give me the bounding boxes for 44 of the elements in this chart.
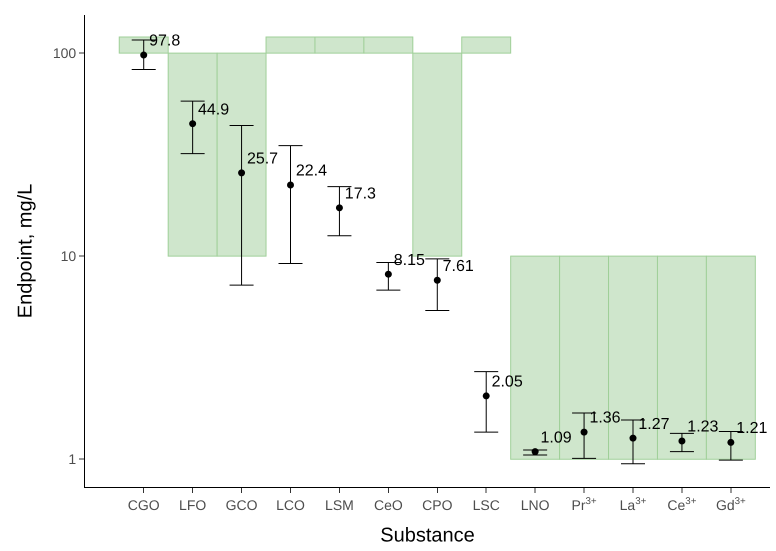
x-tick-label: LSM — [325, 496, 354, 513]
point — [140, 52, 148, 59]
y-tick-label: 1 — [68, 451, 76, 468]
x-tick-label: LSC — [472, 496, 500, 513]
x-tick-label: CeO — [374, 496, 403, 513]
data-label: 8.15 — [394, 252, 425, 269]
data-label: 1.23 — [687, 418, 719, 436]
x-tick-label: Ce$^{3+}$ — [667, 496, 697, 513]
x-tick-label: GCO — [226, 496, 258, 513]
x-tick-label: CGO — [128, 496, 160, 513]
point — [384, 270, 392, 278]
x-tick-label: LCO — [276, 496, 305, 513]
data-label: 7.61 — [442, 258, 474, 275]
y-axis-title: Endpoint, mg/L — [14, 184, 36, 318]
point — [189, 120, 196, 128]
data-label: 2.05 — [492, 374, 523, 391]
data-label: 25.7 — [246, 150, 278, 168]
data-label: 22.4 — [296, 162, 328, 180]
data-label: 1.21 — [736, 420, 768, 438]
point — [580, 428, 588, 436]
point — [532, 448, 539, 456]
x-tick-label: LFO — [179, 496, 206, 513]
y-tick-label: 10 — [60, 248, 76, 264]
data-label: 97.8 — [149, 32, 180, 50]
x-tick-label: CPO — [422, 496, 453, 513]
data-label: 1.09 — [540, 429, 572, 446]
x-axis-title: Substance — [380, 524, 475, 546]
x-tick-label: LNO — [520, 496, 550, 513]
point — [727, 438, 734, 446]
x-tick-label: Pr$^{3+}$ — [571, 496, 597, 513]
point — [336, 204, 343, 212]
point — [630, 434, 636, 442]
point — [482, 392, 490, 400]
point — [678, 437, 686, 444]
point — [238, 169, 246, 176]
point — [287, 182, 294, 189]
y-tick-label: 100 — [52, 44, 76, 61]
x-tick-label: La$^{3+}$ — [620, 496, 647, 513]
data-label: 1.36 — [589, 410, 621, 427]
data-label: 44.9 — [198, 101, 230, 118]
data-label: 17.3 — [344, 185, 376, 202]
point — [434, 276, 441, 284]
data-label: 1.27 — [638, 416, 670, 433]
x-tick-label: Gd$^{3+}$ — [716, 496, 746, 513]
